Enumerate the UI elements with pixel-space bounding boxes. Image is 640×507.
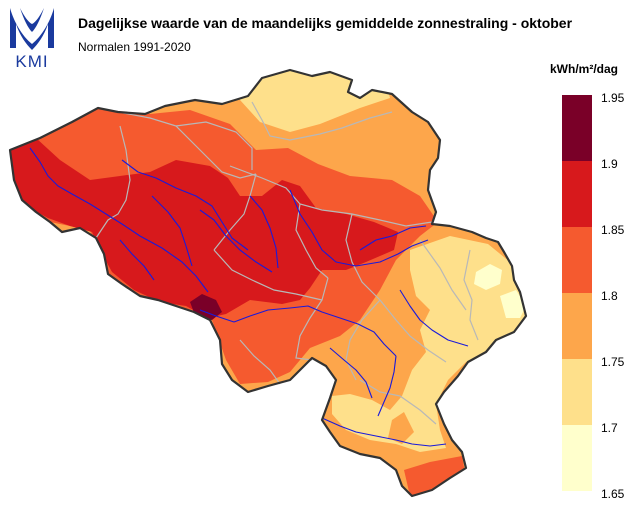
legend-unit: kWh/m²/dag <box>550 62 618 76</box>
zone-south-1-75-1-8 <box>388 412 414 444</box>
province-boundaries <box>95 101 479 425</box>
legend-tick-label: 1.8 <box>601 289 618 303</box>
color-legend <box>562 95 592 491</box>
legend-tick-label: 1.95 <box>601 91 625 105</box>
legend-swatch-1-65-1-7 <box>562 425 592 491</box>
legend-tick-label: 1.85 <box>601 223 625 237</box>
legend-swatch-1-8-1-85 <box>562 227 592 293</box>
legend-swatch-1-85-1-9 <box>562 161 592 227</box>
kmi-logo <box>10 8 54 50</box>
zone-1-85-1-9 <box>10 138 398 318</box>
legend-tick-label: 1.65 <box>601 487 625 501</box>
map-subtitle: Normalen 1991-2020 <box>78 40 191 54</box>
legend-swatch-1-7-1-75 <box>562 359 592 425</box>
rivers <box>29 147 469 447</box>
zone-ardennes-1-7-1-75 <box>332 236 526 452</box>
legend-tick-label: 1.7 <box>601 421 618 435</box>
legend-tick-label: 1.9 <box>601 157 618 171</box>
zone-east-1-65-1-7-b <box>500 290 526 318</box>
map-title: Dagelijkse waarde van de maandelijks gem… <box>78 15 573 31</box>
zone-east-1-65-1-7-a <box>474 264 502 290</box>
legend-swatch-1-9-1-95 <box>562 95 592 161</box>
legend-swatch-1-75-1-8 <box>562 293 592 359</box>
logo-text: KMI <box>15 52 49 71</box>
country-border <box>8 68 528 498</box>
legend-tick-label: 1.75 <box>601 355 625 369</box>
